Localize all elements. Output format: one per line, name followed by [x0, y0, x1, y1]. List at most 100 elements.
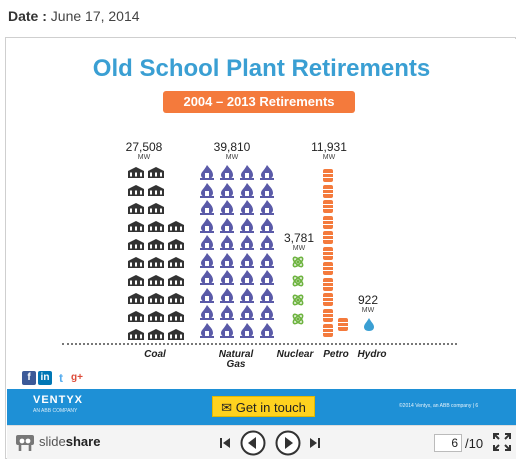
- date-line: Date : June 17, 2014: [8, 8, 140, 24]
- gas-value: 39,810 MW: [205, 141, 259, 162]
- factory-icon: [128, 239, 144, 250]
- twitter-icon[interactable]: t: [59, 371, 63, 385]
- factory-icon: [128, 167, 144, 178]
- factory-icon: [168, 293, 184, 304]
- slide-footer: VENTYX AN ABB COMPANY ✉ Get in touch ©20…: [7, 389, 516, 425]
- first-slide-icon[interactable]: [219, 437, 231, 449]
- gas-flame-icon: [260, 322, 274, 338]
- gas-flame-icon: [200, 287, 214, 303]
- coal-value: 27,508 MW: [117, 141, 171, 162]
- gas-flame-icon: [220, 182, 234, 198]
- gas-flame-icon: [260, 217, 274, 233]
- category-petro: Petro: [323, 349, 349, 360]
- get-in-touch-label: Get in touch: [235, 400, 306, 415]
- wordmark-light: slide: [39, 434, 66, 449]
- oil-barrel-icon: [323, 324, 333, 337]
- factory-icon: [128, 221, 144, 232]
- previous-slide-icon[interactable]: [240, 430, 266, 456]
- gas-flame-icon: [240, 305, 254, 320]
- hydro-unit: MW: [361, 307, 375, 314]
- nuclear-value-text: 3,781: [283, 231, 315, 245]
- gas-flame-icon: [200, 270, 214, 285]
- oil-barrel-icon: [338, 318, 348, 331]
- next-slide-icon[interactable]: [275, 430, 301, 456]
- factory-icon: [148, 293, 164, 304]
- gas-flame-icon: [240, 270, 254, 285]
- gas-flame-icon: [240, 165, 254, 180]
- factory-icon: [148, 221, 164, 232]
- slideshare-embed: Old School Plant Retirements 2004 – 2013…: [5, 37, 516, 459]
- gas-flame-icon: [220, 217, 234, 233]
- gas-flame-icon: [200, 305, 214, 320]
- page-number-input[interactable]: 6: [434, 434, 462, 452]
- googleplus-icon[interactable]: g+: [71, 372, 83, 383]
- linkedin-icon[interactable]: in: [38, 371, 52, 385]
- gas-flame-icon: [200, 217, 214, 233]
- gas-flame-icon: [260, 252, 274, 268]
- petro-value-text: 11,931: [311, 140, 347, 154]
- coal-value-text: 27,508: [125, 140, 163, 154]
- fullscreen-icon[interactable]: [493, 433, 511, 451]
- wordmark-bold: share: [65, 434, 101, 449]
- gas-flame-icon: [240, 235, 254, 250]
- factory-icon: [148, 203, 164, 214]
- gas-flame-icon: [200, 252, 214, 268]
- retirements-badge: 2004 – 2013 Retirements: [163, 91, 355, 113]
- nuclear-unit: MW: [292, 245, 306, 252]
- gas-flame-icon: [260, 287, 274, 303]
- gas-flame-icon: [260, 200, 274, 215]
- factory-icon: [148, 257, 164, 268]
- oil-barrel-icon: [323, 169, 333, 182]
- oil-barrel-icon: [323, 293, 333, 306]
- slideshare-wordmark[interactable]: slideshare: [39, 434, 100, 449]
- water-drop-icon: [364, 318, 374, 331]
- slide-canvas[interactable]: Old School Plant Retirements 2004 – 2013…: [7, 39, 516, 425]
- gas-flame-icon: [260, 182, 274, 198]
- last-slide-icon[interactable]: [309, 437, 321, 449]
- petro-value: 11,931 MW: [307, 141, 351, 162]
- slideshare-logo-icon[interactable]: [15, 434, 35, 452]
- oil-barrel-icon: [323, 262, 333, 275]
- factory-icon: [168, 311, 184, 322]
- atom-icon: [292, 313, 304, 325]
- ventyx-logo: VENTYX: [33, 394, 84, 406]
- factory-icon: [168, 329, 184, 340]
- oil-barrel-icon: [323, 277, 333, 291]
- facebook-icon[interactable]: f: [22, 371, 36, 385]
- gas-flame-icon: [220, 287, 234, 303]
- baseline-divider: [62, 343, 457, 345]
- nuclear-value: 3,781 MW: [279, 232, 319, 253]
- copyright-text: ©2014 Ventyx, an ABB company | 6: [399, 403, 479, 409]
- factory-icon: [128, 329, 144, 340]
- category-gas-line2: Gas: [226, 359, 246, 370]
- social-links: f in t g+: [22, 371, 84, 385]
- gas-flame-icon: [240, 287, 254, 303]
- gas-unit: MW: [225, 154, 239, 161]
- gas-flame-icon: [240, 322, 254, 338]
- factory-icon: [128, 275, 144, 286]
- get-in-touch-button[interactable]: ✉ Get in touch: [212, 396, 315, 417]
- icon-grid: [7, 39, 516, 349]
- factory-icon: [148, 329, 164, 340]
- gas-flame-icon: [260, 235, 274, 250]
- factory-icon: [148, 167, 164, 178]
- atom-icon: [292, 275, 304, 287]
- factory-icon: [168, 221, 184, 232]
- gas-flame-icon: [240, 252, 254, 268]
- gas-flame-icon: [240, 182, 254, 198]
- factory-icon: [128, 293, 144, 304]
- atom-icon: [292, 294, 304, 306]
- date-value: June 17, 2014: [50, 8, 140, 24]
- date-label: Date :: [8, 8, 47, 24]
- gas-flame-icon: [220, 270, 234, 285]
- category-gas: Natural Gas: [213, 350, 259, 370]
- gas-flame-icon: [200, 165, 214, 180]
- petro-unit: MW: [322, 154, 336, 161]
- oil-barrel-icon: [323, 200, 333, 213]
- oil-barrel-icon: [323, 246, 333, 260]
- category-nuclear: Nuclear: [276, 349, 314, 360]
- factory-icon: [148, 275, 164, 286]
- category-gas-line1: Natural: [218, 349, 254, 360]
- gas-flame-icon: [220, 252, 234, 268]
